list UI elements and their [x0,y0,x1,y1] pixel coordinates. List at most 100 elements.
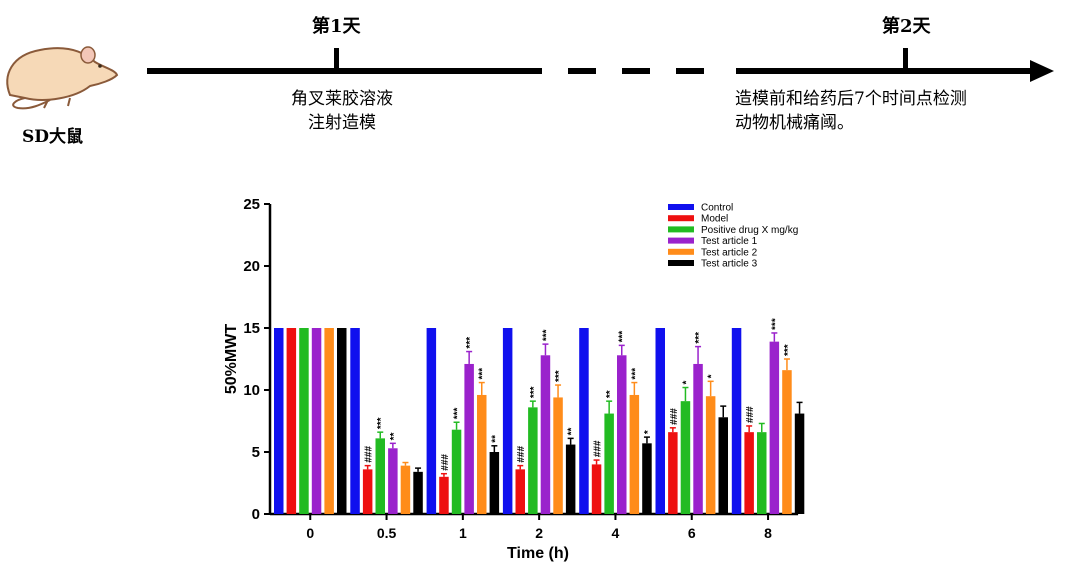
bar [324,328,334,514]
bar [489,452,500,514]
timeline-axis [147,48,1054,82]
significance-mark: *** [770,318,781,330]
bar [528,407,538,514]
legend-swatch [668,226,694,233]
bar [502,328,513,514]
x-tick-label: 0.5 [377,525,397,541]
significance-mark: ** [490,435,501,443]
bar [515,469,525,514]
significance-mark: ### [593,440,604,457]
bar [400,465,411,514]
significance-mark: *** [630,368,641,380]
bar [388,448,398,514]
significance-mark: *** [453,407,464,419]
significance-mark: ** [567,427,578,435]
x-tick-label: 2 [535,525,543,541]
x-axis-label: Time (h) [507,545,569,562]
significance-mark: *** [541,329,552,341]
bar [565,444,576,514]
significance-mark: *** [618,331,629,343]
bar [540,355,551,514]
significance-mark: *** [783,344,794,356]
bar [629,394,640,514]
bar [553,397,563,514]
y-tick-label: 20 [243,258,260,275]
significance-mark: *** [529,386,540,398]
bar [718,417,728,514]
y-tick-label: 0 [252,506,260,523]
bar [705,396,716,514]
legend-swatch [668,248,694,255]
bar [617,355,627,514]
bar [286,328,297,514]
bar [451,429,462,514]
legend-swatch [668,260,694,266]
bar [693,363,703,514]
bar [439,476,449,514]
chart-bars: ### ### ### ###### ###********* *********** **… [274,318,805,514]
step2-line2: 动物机械痛阈。 [735,113,854,133]
significance-mark: ### [516,446,527,463]
significance-mark: ** [605,390,616,398]
bar [274,328,284,514]
bar [350,328,360,514]
timeline-day2-label: 第2天 [882,16,931,37]
bar [680,401,691,514]
x-tick-label: 0 [306,525,314,541]
significance-mark: ** [389,432,400,440]
bar [655,328,665,514]
significance-mark: *** [694,332,705,344]
bar [579,328,589,514]
significance-mark: *** [554,370,565,382]
y-tick-label: 10 [243,382,260,399]
significance-mark: *** [465,337,476,349]
bar [604,413,614,514]
bar [375,438,385,514]
legend-swatch [668,237,694,244]
bar [769,341,780,514]
significance-mark: * [643,430,654,434]
significance-mark: ### [440,454,451,471]
y-axis-label: 50%MWT [223,324,240,394]
y-tick-label: 15 [243,320,260,337]
bar [757,432,767,514]
significance-mark: * [707,374,718,378]
x-tick-label: 1 [459,525,467,541]
step1-description: 角叉莱胶溶液 注射造模 [272,87,412,135]
significance-mark: *** [376,417,387,429]
legend-label: Positive drug X mg/kg [701,225,798,236]
significance-mark: * [681,381,692,385]
significance-mark: *** [478,368,489,380]
rat-illustration [6,46,119,110]
step2-line1: 造模前和给药后7个时间点检测 [735,89,967,109]
x-tick-label: 4 [612,525,620,541]
bar [362,469,373,514]
bar [744,432,754,514]
bar [794,413,805,514]
timeline-day1-label: 第1天 [312,16,361,37]
significance-mark: ### [669,408,680,425]
bar [464,363,474,514]
bar [782,370,792,514]
significance-mark: ### [364,446,375,463]
bar [337,328,347,514]
bar [668,432,678,514]
bar [299,328,309,514]
x-tick-label: 8 [764,525,772,541]
x-tick-label: 6 [688,525,696,541]
bar [413,471,423,514]
step1-line1: 角叉莱胶溶液 [291,89,393,109]
y-tick-label: 5 [252,444,260,461]
legend-label: Test article 2 [701,247,758,258]
bar [591,464,602,514]
legend-swatch [668,204,694,210]
legend-label: Test article 1 [701,236,758,247]
bar [642,443,652,514]
step2-description: 造模前和给药后7个时间点检测 动物机械痛阈。 [735,87,1055,135]
legend-label: Model [701,214,728,225]
significance-mark: ### [745,406,756,423]
step1-line2: 注射造模 [308,113,376,133]
